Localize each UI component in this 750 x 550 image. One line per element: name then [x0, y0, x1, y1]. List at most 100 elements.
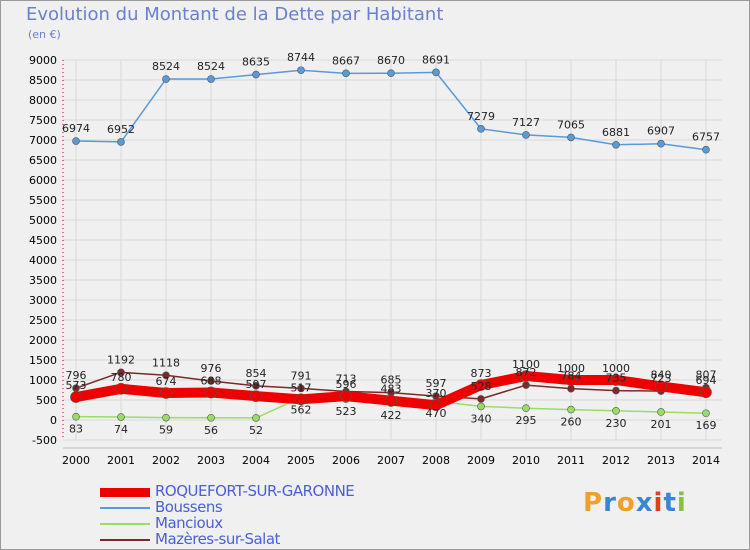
x-tick-label: 2008 — [422, 454, 450, 467]
data-label: 370 — [426, 387, 447, 400]
y-tick-label: -500 — [32, 434, 57, 447]
data-point — [207, 413, 215, 422]
data-label: 340 — [471, 412, 492, 425]
data-point — [252, 414, 260, 422]
logo-letter: i — [676, 488, 687, 518]
data-label: 517 — [291, 381, 312, 394]
data-label: 8635 — [242, 56, 270, 69]
data-point — [340, 390, 352, 402]
data-point — [117, 413, 125, 421]
data-label: 8744 — [287, 51, 315, 64]
data-label: 52 — [249, 424, 263, 437]
legend-swatch — [100, 507, 150, 509]
data-label: 83 — [69, 423, 83, 436]
data-label: 873 — [471, 367, 492, 380]
data-label: 470 — [426, 407, 447, 420]
data-point — [565, 374, 577, 386]
data-point — [522, 131, 530, 139]
data-point — [160, 387, 172, 399]
data-point — [475, 379, 487, 391]
data-label: 796 — [66, 369, 87, 382]
data-label: 688 — [201, 374, 222, 387]
x-tick-label: 2010 — [512, 454, 540, 467]
legend-swatch — [100, 539, 150, 541]
y-tick-label: 2500 — [29, 314, 57, 327]
logo-letter: r — [603, 488, 617, 518]
x-tick-label: 2005 — [287, 454, 315, 467]
data-label: 6881 — [602, 126, 630, 139]
data-label: 260 — [561, 416, 582, 429]
legend-label: ROQUEFORT-SUR-GARONNE — [155, 482, 355, 500]
y-tick-label: 1500 — [29, 354, 57, 367]
legend-label: Mancioux — [155, 514, 223, 532]
data-point — [520, 370, 532, 382]
data-point — [567, 405, 575, 414]
data-point — [612, 140, 620, 149]
data-label: 6907 — [647, 125, 675, 138]
logo-letter: x — [635, 488, 654, 518]
legend-swatch — [100, 487, 150, 497]
data-point — [612, 386, 620, 395]
data-label: 784 — [561, 370, 582, 383]
x-tick-label: 2000 — [62, 454, 90, 467]
y-tick-label: 4500 — [29, 234, 57, 247]
legend-label: Mazères-sur-Salat — [155, 530, 280, 548]
data-label: 56 — [204, 424, 218, 437]
x-tick-label: 2002 — [152, 454, 180, 467]
data-point — [207, 75, 215, 83]
data-label: 483 — [381, 383, 402, 396]
data-point — [162, 371, 170, 380]
data-point — [117, 368, 125, 377]
data-label: 723 — [651, 372, 672, 385]
x-tick-label: 2013 — [647, 454, 675, 467]
data-label: 780 — [111, 371, 132, 384]
data-label: 872 — [516, 366, 537, 379]
data-point — [342, 69, 350, 78]
data-point — [387, 69, 395, 77]
data-point — [207, 377, 215, 385]
data-point — [162, 413, 170, 422]
data-point — [702, 409, 710, 418]
data-point — [250, 390, 262, 402]
data-point — [610, 374, 622, 386]
y-tick-label: 2000 — [29, 334, 57, 347]
data-label: 7279 — [467, 110, 495, 123]
data-label: 694 — [696, 374, 717, 387]
data-label: 295 — [516, 414, 537, 427]
data-label: 422 — [381, 409, 402, 422]
data-label: 596 — [336, 378, 357, 391]
chart-title: Evolution du Montant de la Dette par Hab… — [26, 4, 444, 25]
proxiti-logo: Proxiti — [583, 488, 687, 518]
data-point — [252, 382, 260, 390]
data-label: 7065 — [557, 118, 585, 131]
data-label: 169 — [696, 419, 717, 432]
data-label: 807 — [696, 369, 717, 382]
data-point — [72, 137, 80, 145]
data-label: 1192 — [107, 353, 135, 366]
data-point — [430, 399, 442, 412]
data-label: 230 — [606, 417, 627, 430]
x-tick-label: 2012 — [602, 454, 630, 467]
x-tick-label: 2004 — [242, 454, 270, 467]
data-point — [612, 406, 620, 415]
y-tick-label: 5500 — [29, 194, 57, 207]
x-tick-label: 2009 — [467, 454, 495, 467]
y-tick-label: 6000 — [29, 174, 57, 187]
data-label: 1100 — [512, 358, 540, 371]
y-tick-label: 5000 — [29, 214, 57, 227]
data-point — [205, 386, 217, 399]
data-point — [115, 382, 127, 395]
data-point — [385, 394, 397, 407]
legend-label: Boussens — [155, 498, 223, 516]
data-label: 1000 — [602, 362, 630, 375]
data-label: 791 — [291, 369, 312, 382]
data-point — [657, 139, 665, 148]
data-label: 573 — [66, 379, 87, 392]
data-label: 74 — [114, 423, 128, 436]
data-point — [477, 402, 485, 411]
data-point — [162, 75, 170, 83]
data-label: 1118 — [152, 356, 180, 369]
data-point — [700, 386, 712, 399]
data-label: 840 — [651, 368, 672, 381]
data-label: 6757 — [692, 131, 720, 144]
